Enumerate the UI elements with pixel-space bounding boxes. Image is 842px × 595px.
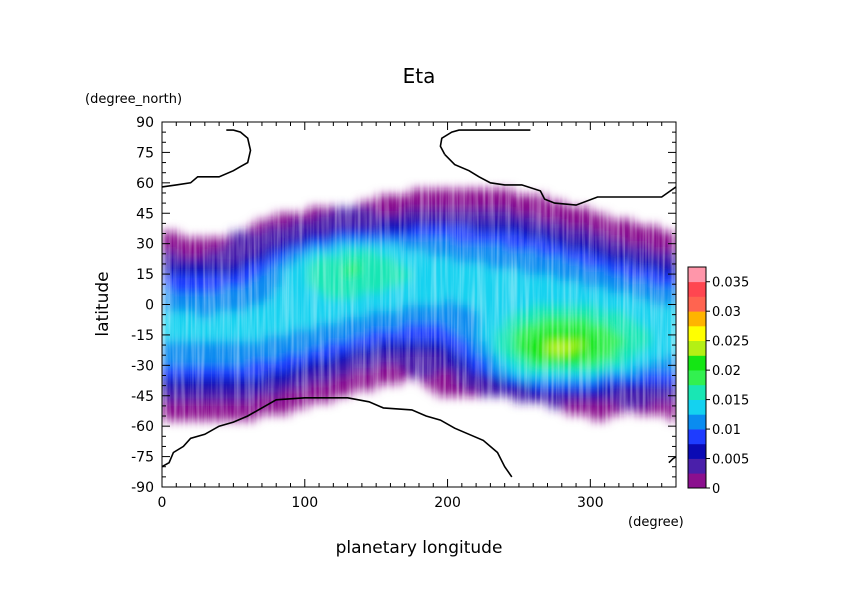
x-tick-label: 0 bbox=[158, 495, 167, 511]
colorbar-tick-label: 0.015 bbox=[712, 394, 749, 409]
y-tick-label: 60 bbox=[136, 176, 154, 192]
colorbar-frame bbox=[687, 266, 707, 489]
colorbar-tick-label: 0.035 bbox=[712, 276, 749, 291]
x-tick-label: 200 bbox=[434, 495, 461, 511]
chart-title: Eta bbox=[403, 64, 436, 88]
colorbar-swatch bbox=[688, 355, 706, 371]
y-tick-label: -60 bbox=[131, 419, 154, 435]
y-tick-label: 45 bbox=[136, 206, 154, 222]
colorbar-swatch bbox=[688, 370, 706, 386]
contour-line bbox=[162, 396, 513, 478]
y-axis-label: latitude bbox=[93, 271, 113, 336]
field-streak-texture bbox=[162, 122, 676, 487]
colorbar-tick-label: 0.01 bbox=[712, 423, 741, 438]
colorbar-swatch bbox=[688, 384, 706, 400]
y-axis: 90 75 60 45 30 15 0 -15 -30 -45 -60 -75 -90 bbox=[131, 115, 676, 496]
contour-line bbox=[668, 455, 676, 464]
colorbar-swatch bbox=[688, 296, 706, 312]
colorbar-swatch bbox=[688, 473, 706, 489]
contour-line bbox=[439, 129, 531, 155]
colorbar-swatch bbox=[688, 399, 706, 415]
y-tick-label: -90 bbox=[131, 480, 154, 496]
colorbar-tick-label: 0.005 bbox=[712, 453, 749, 468]
contour-line bbox=[444, 153, 676, 206]
colorbar-swatch bbox=[688, 325, 706, 341]
y-unit-label: (degree_north) bbox=[85, 92, 182, 107]
colorbar-swatch bbox=[688, 443, 706, 459]
colorbar-tick-label: 0 bbox=[712, 482, 720, 497]
contour-lines bbox=[162, 129, 676, 478]
y-tick-label: -30 bbox=[131, 358, 154, 374]
colorbar-swatch bbox=[688, 267, 706, 283]
x-axis: 0 100 200 300 bbox=[158, 122, 677, 511]
colorbar: 0 0.005 0.01 0.015 0.02 0.025 0.03 0.035 bbox=[687, 266, 749, 497]
colorbar-swatch bbox=[688, 429, 706, 445]
colorbar-swatch bbox=[688, 340, 706, 356]
y-tick-label: 75 bbox=[136, 145, 154, 161]
x-tick-label: 100 bbox=[291, 495, 318, 511]
colorbar-swatch bbox=[688, 414, 706, 430]
contour-line bbox=[162, 129, 252, 188]
y-tick-label: -45 bbox=[131, 389, 154, 405]
y-tick-label: 30 bbox=[136, 237, 154, 253]
colorbar-swatch bbox=[688, 458, 706, 474]
plot-area bbox=[162, 122, 676, 487]
colorbar-swatch bbox=[688, 311, 706, 327]
y-tick-label: 90 bbox=[136, 115, 154, 131]
x-unit-label: (degree) bbox=[628, 515, 684, 530]
y-tick-label: 15 bbox=[136, 267, 154, 283]
y-tick-label: -15 bbox=[131, 328, 154, 344]
y-tick-label: -75 bbox=[131, 450, 154, 466]
colorbar-tick-label: 0.03 bbox=[712, 305, 741, 320]
colorbar-tick-label: 0.025 bbox=[712, 335, 749, 350]
x-axis-label: planetary longitude bbox=[336, 538, 503, 558]
colorbar-swatch bbox=[688, 281, 706, 297]
colorbar-tick-label: 0.02 bbox=[712, 364, 741, 379]
y-tick-label: 0 bbox=[145, 298, 154, 314]
x-tick-label: 300 bbox=[577, 495, 604, 511]
